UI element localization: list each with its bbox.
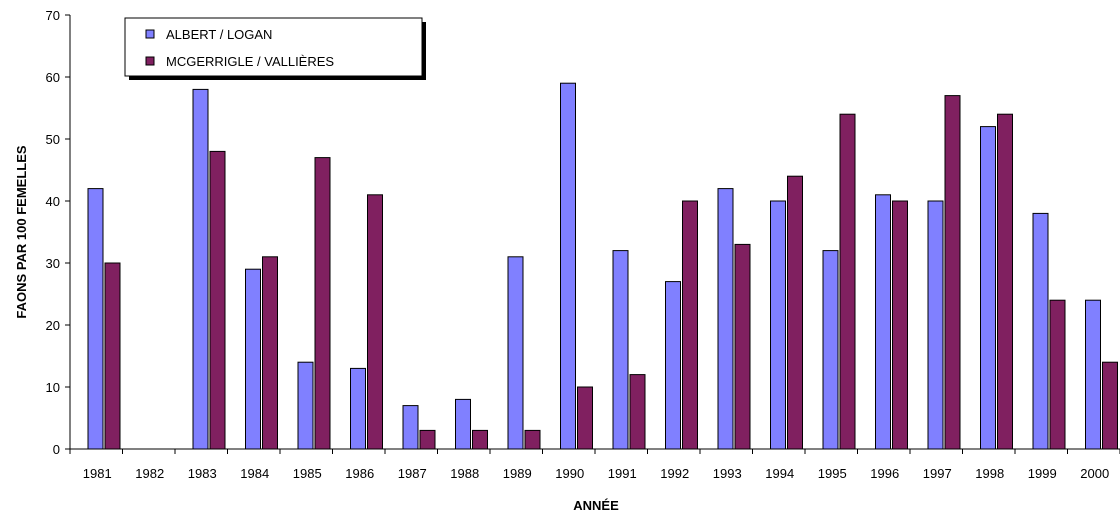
bar-albert-logan-1994 (770, 200, 786, 450)
bar-albert-logan-1990 (560, 82, 576, 450)
bar-mcgerrigle-vallieres-1985 (314, 157, 331, 450)
x-tick-label-1983: 1983 (188, 466, 217, 481)
x-tick-labels: 1981 1982 1983 1984 1985 1986 1987 1988 1989 1990… (83, 466, 1109, 481)
bar-mcgerrigle-vallieres-1991 (629, 374, 646, 450)
bar-albert-logan-1985 (297, 361, 314, 450)
y-tick-label-30: 30 (46, 256, 60, 271)
y-tick-label-70: 70 (46, 8, 60, 23)
bar-mcgerrigle-vallieres-1998 (997, 113, 1013, 450)
y-tick-label-20: 20 (46, 318, 60, 333)
y-tick-label-40: 40 (46, 194, 60, 209)
bar-albert-logan-1995 (822, 250, 839, 450)
x-axis-title: ANNÉE (573, 498, 619, 513)
x-tick-label-1988: 1988 (450, 466, 479, 481)
bar-mcgerrigle-vallieres-1987 (419, 429, 436, 450)
x-tick-label-1987: 1987 (398, 466, 427, 481)
bar-mcgerrigle-vallieres-1986 (367, 194, 383, 450)
bar-albert-logan-1998 (980, 126, 996, 450)
x-tick-label-1997: 1997 (923, 466, 952, 481)
bar-mcgerrigle-vallieres-2000 (1102, 361, 1118, 450)
legend-label-mcgerrigle-vallieres: MCGERRIGLE / VALLIÈRES (166, 54, 334, 69)
bar-albert-logan-2000 (1085, 299, 1101, 450)
bar-mcgerrigle-vallieres-1981 (104, 262, 121, 450)
y-tick-labels: 0 10 20 30 40 50 60 70 (46, 8, 60, 457)
x-tick-label-1982: 1982 (135, 466, 164, 481)
bar-albert-logan-1987 (402, 405, 419, 450)
bar-mcgerrigle-vallieres-1990 (577, 386, 593, 450)
x-tick-label-1994: 1994 (765, 466, 794, 481)
bar-mcgerrigle-vallieres-1997 (944, 95, 961, 450)
bar-mcgerrigle-vallieres-1995 (839, 113, 856, 450)
bar-albert-logan-1999 (1032, 212, 1049, 450)
bar-mcgerrigle-vallieres-1984 (262, 256, 278, 450)
bar-mcgerrigle-vallieres-1999 (1049, 299, 1066, 450)
y-tick-label-50: 50 (46, 132, 60, 147)
bar-mcgerrigle-vallieres-1988 (472, 429, 488, 450)
y-axis-title: FAONS PAR 100 FEMELLES (14, 145, 29, 318)
bar-mcgerrigle-vallieres-1993 (734, 243, 751, 450)
bar-albert-logan-1983 (192, 88, 209, 450)
bar-albert-logan-1986 (350, 367, 366, 450)
legend-label-albert-logan: ALBERT / LOGAN (166, 27, 272, 42)
bar-albert-logan-1981 (87, 188, 104, 450)
x-tick-label-1993: 1993 (713, 466, 742, 481)
x-tick-label-1985: 1985 (293, 466, 322, 481)
x-tick-label-1996: 1996 (870, 466, 899, 481)
bar-albert-logan-1996 (875, 194, 891, 450)
x-tick-label-1986: 1986 (345, 466, 374, 481)
bar-mcgerrigle-vallieres-1996 (892, 200, 908, 450)
y-tick-label-60: 60 (46, 70, 60, 85)
legend-swatch-albert-logan (145, 29, 155, 39)
x-tick-label-1989: 1989 (503, 466, 532, 481)
bar-albert-logan-1997 (927, 200, 944, 450)
x-tick-label-1981: 1981 (83, 466, 112, 481)
legend-swatch-mcgerrigle-vallieres (145, 56, 155, 66)
x-tick-label-1998: 1998 (975, 466, 1004, 481)
x-tick-label-1995: 1995 (818, 466, 847, 481)
x-tick-label-1991: 1991 (608, 466, 637, 481)
bar-mcgerrigle-vallieres-1994 (787, 175, 803, 450)
x-tick-label-1990: 1990 (555, 466, 584, 481)
bar-albert-logan-1991 (612, 250, 629, 450)
legend-box (124, 17, 423, 77)
bars-layer (87, 82, 1118, 450)
bar-mcgerrigle-vallieres-1983 (209, 150, 226, 450)
x-tick-label-1984: 1984 (240, 466, 269, 481)
axes-layer (65, 14, 1120, 454)
bar-albert-logan-1992 (665, 281, 681, 450)
bar-albert-logan-1989 (507, 256, 524, 450)
bar-albert-logan-1993 (717, 188, 734, 450)
x-tick-label-1992: 1992 (660, 466, 689, 481)
y-tick-label-0: 0 (53, 442, 60, 457)
legend: ALBERT / LOGAN MCGERRIGLE / VALLIÈRES (124, 17, 426, 80)
y-tick-label-10: 10 (46, 380, 60, 395)
bar-albert-logan-1988 (455, 398, 471, 450)
bar-albert-logan-1984 (245, 268, 261, 450)
x-tick-label-1999: 1999 (1028, 466, 1057, 481)
bar-mcgerrigle-vallieres-1992 (682, 200, 698, 450)
x-tick-label-2000: 2000 (1080, 466, 1109, 481)
bar-mcgerrigle-vallieres-1989 (524, 429, 541, 450)
